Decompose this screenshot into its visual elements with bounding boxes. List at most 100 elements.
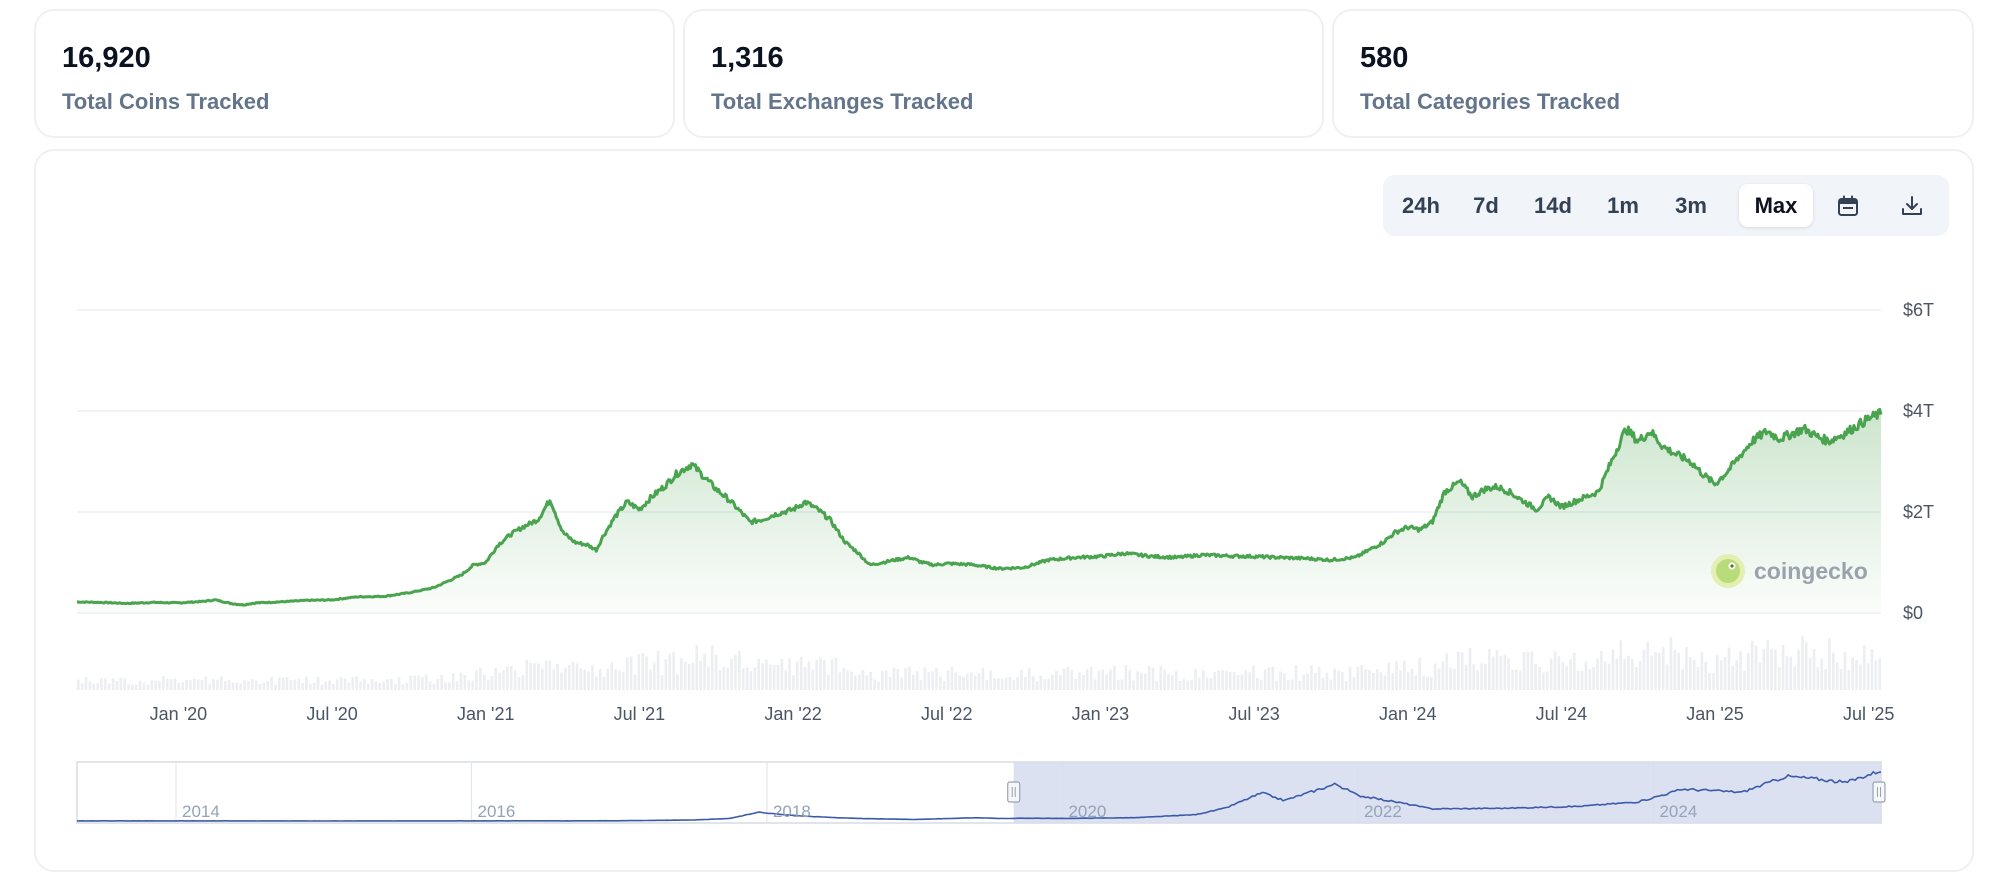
range-7d-button[interactable]: 7d <box>1473 193 1499 218</box>
volume-bar <box>1178 681 1182 690</box>
navigator-year-labels: 2014 2016 2018 2020 2022 2024 <box>182 802 1697 821</box>
range-1m-button[interactable]: 1m <box>1607 193 1639 218</box>
volume-bar <box>579 668 583 690</box>
volume-bar <box>958 675 961 690</box>
volume-bar <box>981 667 985 690</box>
volume-bar <box>1716 654 1719 690</box>
volume-bar <box>1190 679 1193 690</box>
volume-bar <box>475 670 478 690</box>
volume-bar <box>1464 664 1468 690</box>
volume-bar <box>962 676 965 690</box>
volume-bar <box>923 667 927 690</box>
volume-bar <box>444 682 447 690</box>
volume-bar <box>1294 665 1298 690</box>
volume-bar <box>1824 668 1827 690</box>
download-icon[interactable] <box>1890 184 1933 227</box>
volume-bar <box>540 668 544 690</box>
volume-bar <box>1170 675 1174 690</box>
range-3m-button[interactable]: 3m <box>1675 193 1707 218</box>
navigator-right-handle[interactable] <box>1872 781 1886 803</box>
volume-bar <box>567 665 571 690</box>
stat-value-coins: 16,920 <box>62 42 151 74</box>
volume-bar <box>850 671 853 690</box>
volume-bar <box>413 675 416 690</box>
volume-bar <box>749 671 753 690</box>
volume-bar <box>386 679 389 690</box>
volume-bar <box>1878 658 1882 690</box>
volume-bar <box>142 682 146 690</box>
volume-bar <box>765 659 768 690</box>
volume-bar <box>1136 671 1139 690</box>
volume-bar <box>560 672 563 690</box>
volume-bar <box>88 681 92 690</box>
volume-bar <box>96 683 99 690</box>
volume-bar <box>796 661 799 690</box>
volume-bar <box>1658 652 1661 690</box>
volume-bar <box>293 679 297 690</box>
range-14d-button[interactable]: 14d <box>1534 193 1572 218</box>
volume-bar <box>649 669 652 690</box>
volume-bar <box>1576 671 1580 690</box>
volume-bar <box>486 679 490 690</box>
volume-bar <box>838 672 842 690</box>
volume-bar <box>1538 667 1541 690</box>
x-tick-label: Jan '23 <box>1072 704 1129 724</box>
volume-bar <box>1228 671 1232 690</box>
watermark-text: coingecko <box>1754 558 1868 584</box>
volume-bar <box>1271 666 1275 690</box>
navigator-selection[interactable] <box>1013 762 1881 823</box>
volume-bar <box>359 681 362 690</box>
calendar-icon[interactable] <box>1826 184 1869 227</box>
volume-bar <box>1627 655 1630 690</box>
volume-bar <box>1236 675 1240 690</box>
volume-bar <box>1642 649 1646 690</box>
range-24h-button[interactable]: 24h <box>1402 193 1440 218</box>
volume-bar <box>1000 678 1004 690</box>
volume-bar <box>1804 641 1808 690</box>
volume-bar <box>672 651 675 690</box>
navigator-year-label: 2018 <box>773 802 811 821</box>
volume-bar <box>598 668 602 690</box>
volume-bar <box>1433 663 1437 690</box>
volume-bar <box>332 683 335 690</box>
stat-label-categories: Total Categories Tracked <box>1360 89 1621 114</box>
volume-bar <box>212 679 215 690</box>
volume-bar <box>1522 652 1526 690</box>
volume-bar <box>799 656 803 690</box>
volume-bar <box>243 680 246 690</box>
range-navigator[interactable]: 2014 2016 2018 2020 2022 2024 <box>76 761 1886 824</box>
volume-bar <box>1283 673 1286 690</box>
volume-bar <box>235 682 239 690</box>
volume-bar <box>1055 670 1058 690</box>
volume-bar <box>177 682 181 690</box>
volume-bar <box>927 672 931 690</box>
volume-bar <box>931 671 934 690</box>
volume-bar <box>231 682 235 690</box>
volume-bar <box>803 666 807 690</box>
volume-bar <box>939 676 942 690</box>
range-max-button[interactable]: Max <box>1739 184 1813 227</box>
volume-bar <box>1379 672 1383 690</box>
volume-bar <box>436 678 440 690</box>
volume-bar <box>954 672 958 690</box>
volume-bar <box>595 676 598 690</box>
volume-bar <box>1549 658 1553 690</box>
volume-bar <box>185 679 188 690</box>
volume-bar <box>896 668 900 690</box>
volume-bar <box>1600 651 1603 690</box>
volume-bar <box>1677 652 1681 690</box>
navigator-left-handle[interactable] <box>1007 781 1021 803</box>
volume-bar <box>506 666 509 690</box>
x-axis-labels: Jan '20 Jul '20 Jan '21 Jul '21 Jan '22 Jul '… <box>150 704 1895 724</box>
volume-bar <box>587 671 590 690</box>
volume-bar <box>676 674 679 690</box>
volume-bar <box>1406 671 1410 690</box>
volume-bar <box>1267 667 1271 690</box>
volume-bar <box>900 677 903 690</box>
volume-bar <box>1344 681 1348 690</box>
volume-bar <box>502 670 505 690</box>
volume-bar <box>1870 649 1874 690</box>
volume-bar <box>1847 669 1851 690</box>
volume-bars <box>77 635 1882 690</box>
